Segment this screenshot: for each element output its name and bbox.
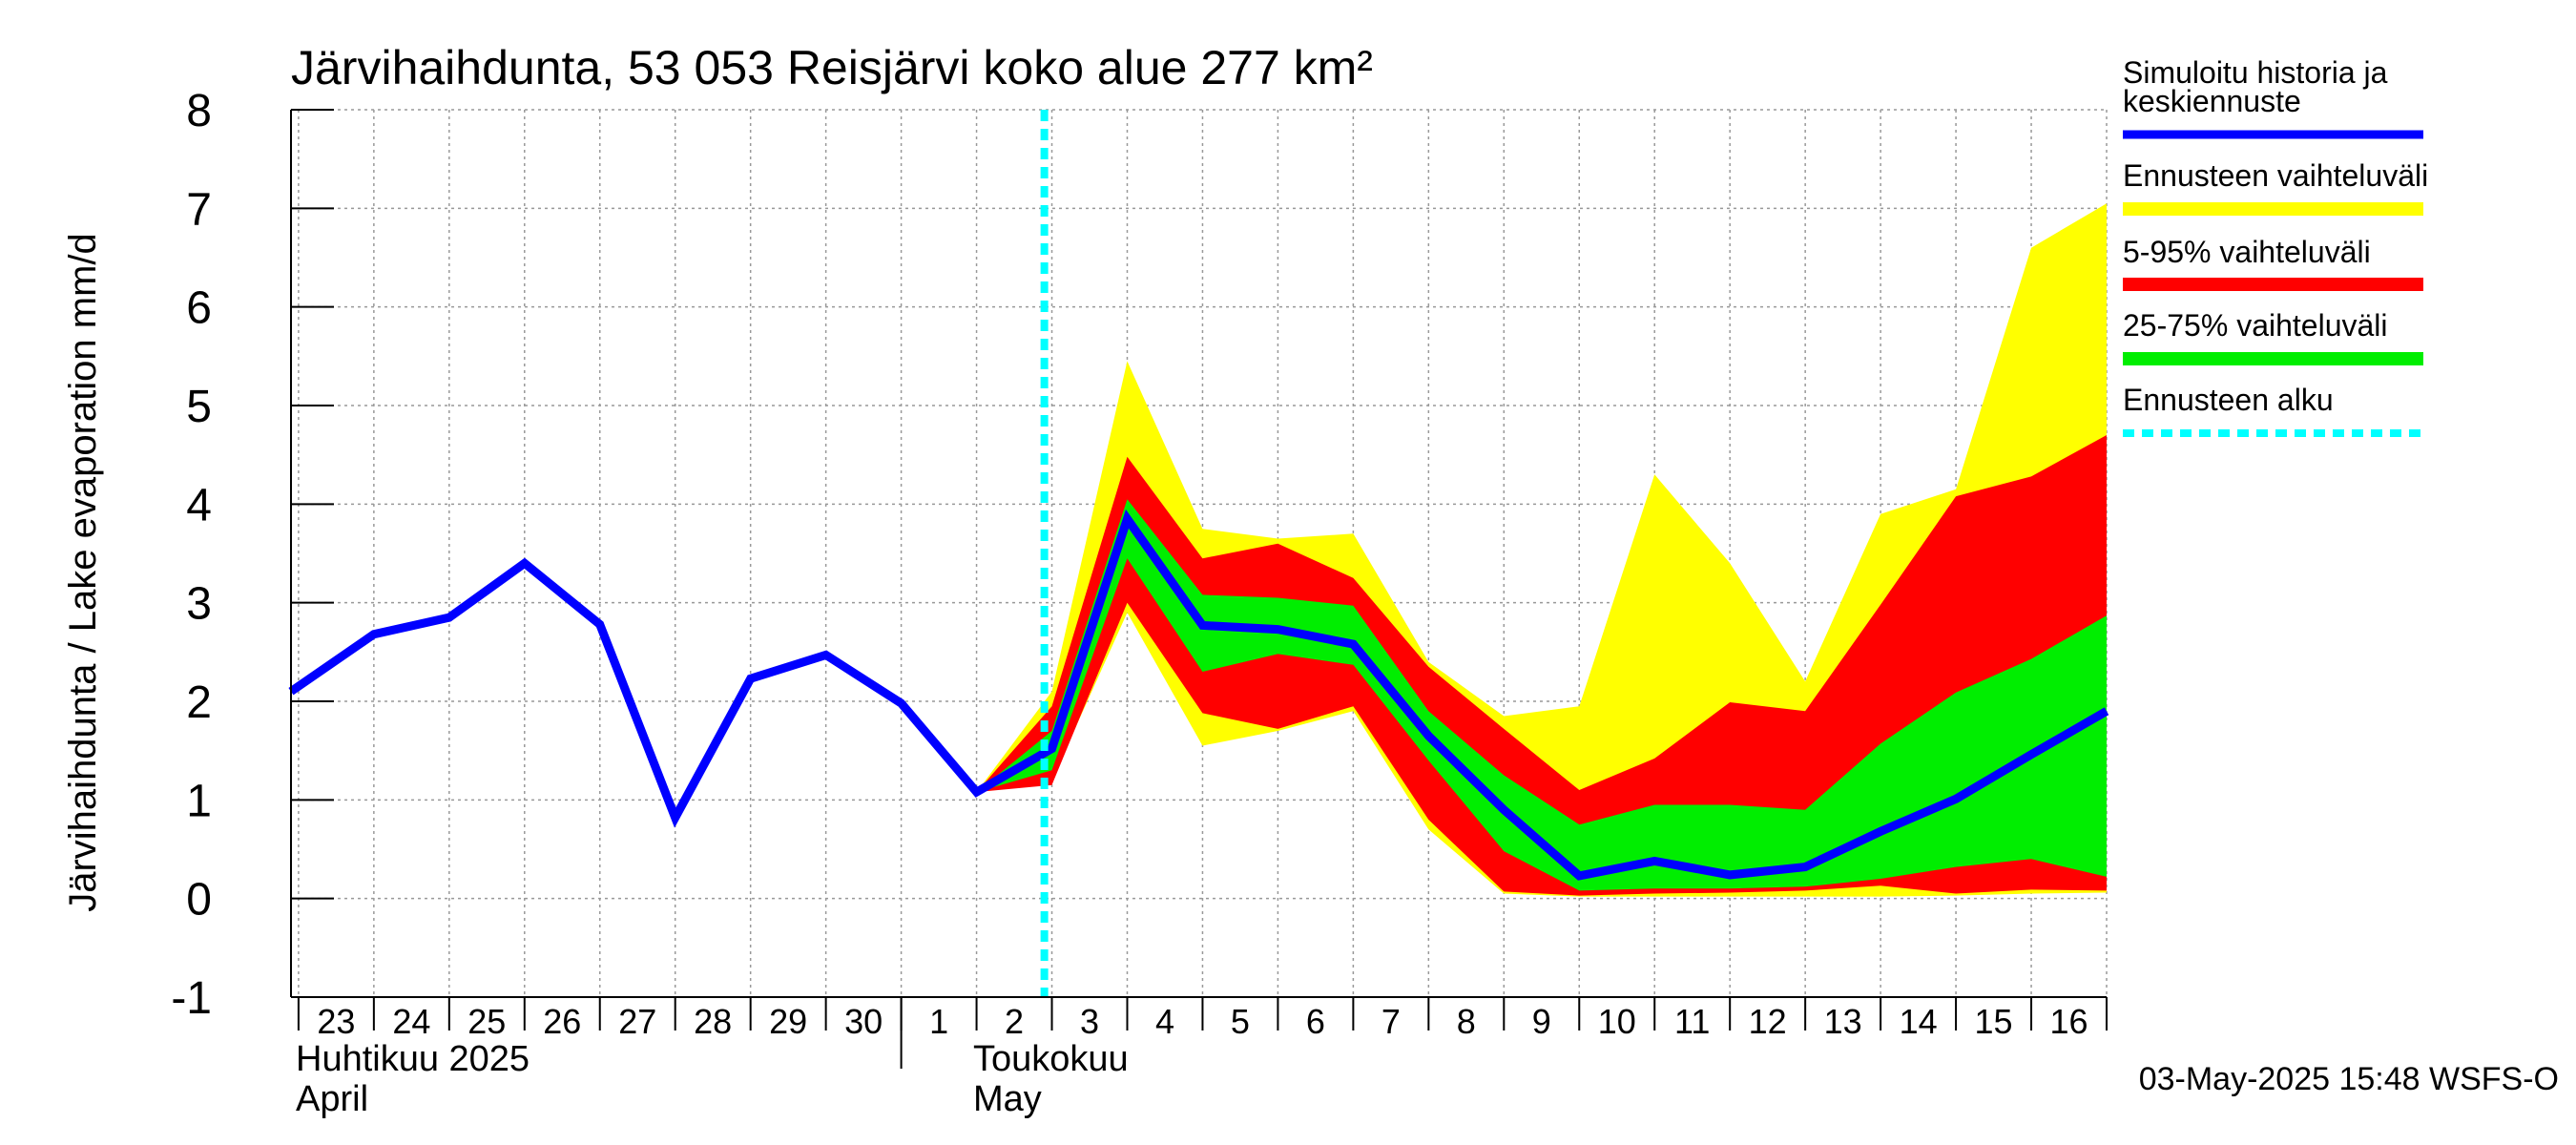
x-day-label: 12	[1749, 1002, 1787, 1041]
x-day-label: 13	[1824, 1002, 1862, 1041]
x-day-label: 23	[317, 1002, 355, 1041]
y-tick-label: 6	[186, 283, 212, 334]
x-day-label: 6	[1306, 1002, 1325, 1041]
x-day-label: 10	[1598, 1002, 1636, 1041]
legend-label-yellow: Ennusteen vaihteluväli	[2123, 158, 2428, 193]
forecast-bands	[976, 203, 2107, 897]
y-tick-label: -1	[171, 973, 212, 1024]
band-5-95	[976, 435, 2107, 896]
y-tick-label: 8	[186, 86, 212, 136]
y-tick-label: 0	[186, 875, 212, 926]
legend-label-green: 25-75% vaihteluväli	[2123, 308, 2388, 343]
x-day-label: 5	[1231, 1002, 1250, 1041]
series-lines	[288, 110, 2109, 997]
x-day-label: 15	[1975, 1002, 2013, 1041]
x-day-label: 24	[392, 1002, 430, 1041]
timestamp: 03-May-2025 15:48 WSFS-O	[2139, 1061, 2559, 1097]
x-day-label: 27	[618, 1002, 656, 1041]
x-day-label: 8	[1457, 1002, 1476, 1041]
x-day-label: 14	[1900, 1002, 1938, 1041]
x-day-label: 4	[1155, 1002, 1174, 1041]
x-day-label: 26	[543, 1002, 581, 1041]
x-day-label: 9	[1532, 1002, 1551, 1041]
month-label-fi: Toukokuu	[973, 1039, 1129, 1079]
y-tick-label: 1	[186, 776, 212, 826]
legend-label-red: 5-95% vaihteluväli	[2123, 235, 2371, 269]
x-day-label: 3	[1080, 1002, 1099, 1041]
y-tick-label: 2	[186, 677, 212, 728]
y-tick-label: 3	[186, 579, 212, 630]
month-label-fi: Huhtikuu 2025	[296, 1039, 530, 1079]
x-day-label: 16	[2049, 1002, 2088, 1041]
x-day-label: 25	[467, 1002, 506, 1041]
x-day-label: 30	[844, 1002, 883, 1041]
legend-label-forecast-start: Ennusteen alku	[2123, 383, 2334, 417]
axes	[290, 110, 2107, 998]
x-day-label: 2	[1005, 1002, 1024, 1041]
month-label-en: May	[973, 1079, 1042, 1119]
y-axis-label: Järvihaihdunta / Lake evaporation mm/d	[62, 233, 104, 912]
y-tick-label: 5	[186, 382, 212, 432]
chart-title: Järvihaihdunta, 53 053 Reisjärvi koko al…	[291, 41, 1373, 94]
x-day-label: 1	[929, 1002, 948, 1041]
band-25-75	[976, 499, 2107, 891]
x-day-label: 29	[769, 1002, 807, 1041]
history-median-line	[288, 509, 2109, 881]
x-axis-ticks: 23 24 25 26 27 28 29 30 1 2 3 4 5 6 7 8 9 10 11 12 13 14 15 16H…	[296, 997, 2108, 1119]
legend-label-history-cont: keskiennuste	[2123, 84, 2301, 118]
legend-label-history: Simuloitu historia ja	[2123, 55, 2388, 90]
x-day-label: 28	[694, 1002, 732, 1041]
x-day-label: 11	[1674, 1002, 1710, 1041]
y-tick-label: 4	[186, 480, 212, 531]
y-axis-ticks: -1 0 1 2 3 4 5 6 7 8	[171, 86, 334, 1024]
x-day-label: 7	[1381, 1002, 1401, 1041]
month-label-en: April	[296, 1079, 368, 1119]
y-tick-label: 7	[186, 184, 212, 235]
